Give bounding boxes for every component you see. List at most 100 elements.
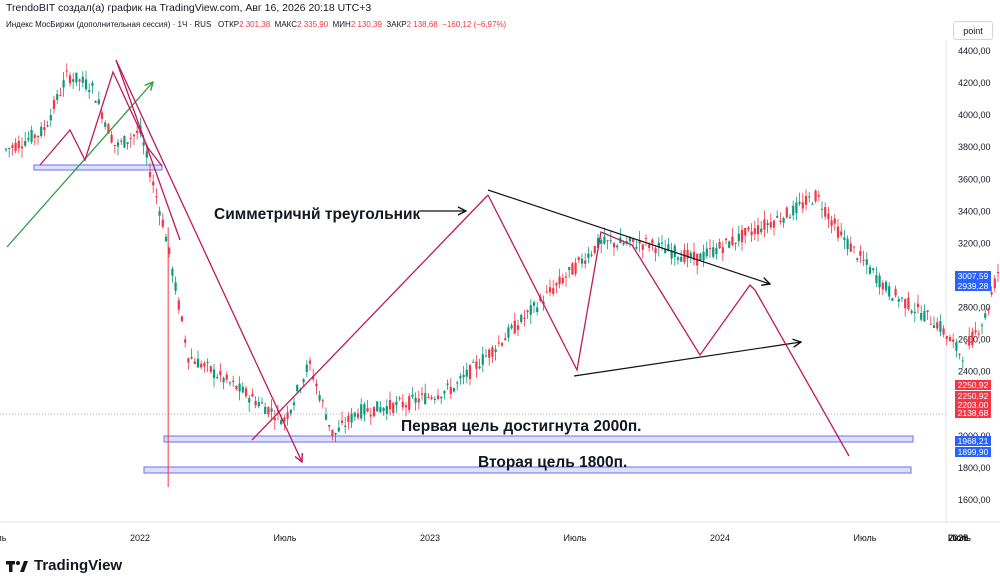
triangle-wave-pattern[interactable] [487,194,756,373]
candle-body [408,396,411,410]
candle-body [497,342,500,344]
candle-body [289,410,292,414]
rally-line-2023[interactable] [251,194,489,441]
candle-body [216,376,219,379]
candle-body [302,379,305,383]
candle-body [616,245,619,248]
candle-body [430,397,433,399]
candle-body [728,241,731,248]
candle-body [123,136,126,148]
candle-body [603,236,606,244]
target1-annotation[interactable]: Первая цель достигнута 2000п. [401,418,642,435]
candle-body [56,94,59,100]
scale-mode-button[interactable]: point [953,21,993,40]
candle-body [46,125,49,127]
triangle-annotation[interactable]: Симметричнй треугольник [214,206,421,223]
candle-body [875,275,878,283]
candle-body [942,328,945,335]
candle-body [33,134,36,138]
x-tick-label: Июль [948,533,971,543]
candle-body [968,336,971,346]
candle-body [321,400,324,402]
candle-body [654,248,657,254]
y-tick-label: 2000,00 [958,431,991,441]
zone-target-1800[interactable] [143,466,912,474]
candle-body [516,325,520,330]
candle-body [804,195,808,205]
candle-body [212,369,216,378]
candle-body [264,406,267,414]
candle-body [504,338,507,341]
candle-body [702,251,705,261]
candle-body [692,251,696,260]
triangle-upper-boundary[interactable] [487,189,770,284]
candle-body [801,202,804,209]
candle-body [78,79,81,82]
target2-annotation[interactable]: Вторая цель 1800п. [478,454,627,471]
candle-body [244,388,248,397]
candle-body [257,402,260,407]
triangle-lower-boundary[interactable] [573,342,801,377]
decline-arrow-2022[interactable] [115,59,302,462]
head-shoulders-pattern[interactable] [39,70,163,167]
tradingview-brand: TradingView [34,557,123,574]
candle-body [59,94,62,96]
symbol-name[interactable]: Индекс МосБиржи (дополнительная сессия) … [6,20,212,29]
candle-body [635,246,638,249]
price-tag-label: 2250,92 [958,391,989,401]
candle-body [824,207,827,217]
x-tick-label: 2026 [948,533,968,543]
candle-body [856,258,859,260]
candle-body [241,386,244,393]
candle-body [72,79,75,82]
candle-body [427,396,430,398]
candle-body [894,288,897,296]
breakdown-line-2026[interactable] [754,289,850,457]
y-tick-label: 3200,00 [958,238,991,248]
candle-body [17,140,20,149]
candle-body [465,369,468,377]
candle-body [788,217,792,219]
candle-body [500,343,504,346]
candle-body [731,236,734,245]
candle-body [814,190,817,202]
price-tag [955,447,991,457]
candle-body [142,142,145,146]
candle-body [366,408,369,412]
candle-body [168,247,171,254]
tradingview-logo: TradingView [6,557,122,574]
downtrend-line-2022[interactable] [115,59,181,241]
candle-body [699,253,702,261]
price-tag [955,271,991,281]
candle-body [590,254,593,256]
candle-body [737,233,740,242]
candle-body [529,305,532,315]
candle-body [523,317,526,320]
candle-body [708,247,712,249]
uptrend-arrow[interactable] [6,82,153,248]
candle-body [766,223,769,226]
candle-body [945,336,948,339]
candle-body [24,141,27,146]
x-tick-label: Июль [854,533,877,543]
candle-body [827,213,830,220]
candle-body [491,347,494,357]
candle-body [859,251,862,256]
price-tag [955,408,991,418]
candle-body [411,394,414,397]
candle-body [798,201,801,204]
candle-body [782,218,785,223]
candle-body [4,148,8,150]
candle-body [132,134,136,137]
candle-body [388,399,392,410]
candle-body [600,240,603,244]
zone-target-2000[interactable] [163,435,914,443]
candle-body [756,225,760,235]
candle-body [974,330,977,333]
candle-body [907,297,910,310]
candle-body [440,396,443,399]
zone-resistance-3700[interactable] [33,164,163,171]
candle-body [385,406,388,414]
candle-body [225,374,228,380]
